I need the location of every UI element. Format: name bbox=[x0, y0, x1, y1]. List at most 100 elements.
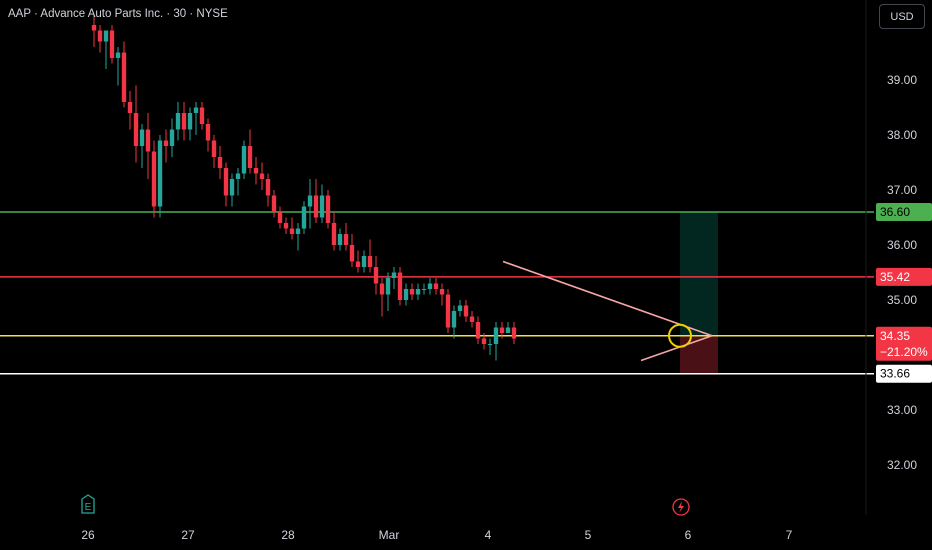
symbol-header: AAP · Advance Auto Parts Inc. · 30 · NYS… bbox=[8, 8, 228, 20]
candle-body bbox=[91, 25, 97, 31]
candle-body bbox=[325, 195, 331, 223]
price-tag-label: 34.35 bbox=[880, 329, 910, 343]
candle-body bbox=[121, 52, 127, 102]
candle-body bbox=[331, 223, 337, 245]
price-tag-label: 36.60 bbox=[880, 205, 910, 219]
candle-body bbox=[211, 140, 217, 157]
candle-body bbox=[157, 140, 163, 207]
candle-body bbox=[247, 146, 253, 168]
candle-body bbox=[97, 30, 103, 42]
price-tag[interactable] bbox=[876, 203, 932, 221]
highlight-circle[interactable] bbox=[668, 323, 692, 348]
candle-body bbox=[313, 195, 319, 218]
candle-body bbox=[385, 278, 391, 295]
price-tag-label: 33.66 bbox=[880, 367, 910, 381]
y-tick-label: 33.00 bbox=[887, 403, 917, 417]
lightning-icon[interactable] bbox=[672, 498, 690, 516]
candle-body bbox=[235, 173, 241, 179]
y-tick-label: 35.00 bbox=[887, 293, 917, 307]
candle-body bbox=[373, 267, 379, 284]
candle-body bbox=[367, 256, 373, 267]
candle-body bbox=[499, 327, 505, 333]
candle-body bbox=[163, 140, 169, 146]
position-stop-zone[interactable] bbox=[680, 212, 718, 336]
candle-body bbox=[445, 294, 451, 328]
position-target-zone[interactable] bbox=[680, 335, 718, 374]
x-tick-label: 6 bbox=[685, 528, 692, 542]
candle-body bbox=[427, 283, 433, 289]
triangle-upper-line[interactable] bbox=[502, 260, 713, 337]
x-tick-label: Mar bbox=[379, 528, 400, 542]
candle-body bbox=[493, 327, 499, 344]
candle-body bbox=[463, 305, 469, 317]
price-tag[interactable] bbox=[876, 364, 932, 383]
candle-body bbox=[295, 228, 301, 234]
candle-body bbox=[289, 228, 295, 234]
y-tick-label: 39.00 bbox=[887, 73, 917, 87]
candle-body bbox=[181, 113, 187, 130]
candle-body bbox=[481, 338, 487, 344]
y-tick-label: 37.00 bbox=[887, 183, 917, 197]
earnings-icon-letter: E bbox=[85, 502, 92, 513]
currency-button[interactable]: USD bbox=[879, 4, 925, 29]
x-tick-label: 26 bbox=[81, 528, 95, 542]
separator: · bbox=[163, 8, 174, 20]
price-tag[interactable] bbox=[876, 326, 932, 361]
candle-body bbox=[397, 272, 403, 300]
lightning-icon-bolt bbox=[678, 501, 684, 513]
candle-body bbox=[145, 129, 151, 152]
candle-body bbox=[205, 124, 211, 141]
candle-body bbox=[223, 168, 229, 196]
x-tick-label: 7 bbox=[786, 528, 793, 542]
price-tag[interactable] bbox=[876, 267, 932, 286]
candle-body bbox=[469, 316, 475, 322]
candle-body bbox=[391, 272, 397, 278]
candle-body bbox=[307, 195, 313, 207]
candle-body bbox=[415, 289, 421, 295]
candle-body bbox=[451, 311, 457, 328]
candle-body bbox=[265, 179, 271, 196]
candle-body bbox=[271, 195, 277, 212]
x-tick-label: 4 bbox=[485, 528, 492, 542]
candle-body bbox=[283, 223, 289, 229]
candle-body bbox=[457, 305, 463, 311]
candle-body bbox=[505, 327, 511, 333]
x-tick-label: 27 bbox=[181, 528, 195, 542]
candle-body bbox=[361, 256, 367, 267]
candle-body bbox=[409, 289, 415, 295]
x-tick-label: 28 bbox=[281, 528, 295, 542]
earnings-icon-shape bbox=[81, 494, 95, 514]
candle-body bbox=[217, 157, 223, 168]
candle-body bbox=[169, 129, 175, 146]
candle-body bbox=[343, 234, 349, 245]
candle-body bbox=[349, 245, 355, 262]
candle-body bbox=[253, 168, 259, 174]
candle-body bbox=[433, 283, 439, 289]
symbol-ticker: AAP bbox=[8, 8, 31, 20]
company-name: Advance Auto Parts Inc. bbox=[40, 8, 164, 20]
candle-body bbox=[187, 113, 193, 130]
candle-body bbox=[199, 107, 205, 124]
triangle-lower-line[interactable] bbox=[640, 334, 713, 362]
interval-label: 30 bbox=[173, 8, 187, 20]
candle-body bbox=[109, 30, 115, 58]
candle-body bbox=[127, 102, 133, 113]
candle-body bbox=[379, 283, 385, 295]
y-tick-label: 32.00 bbox=[887, 458, 917, 472]
candle-body bbox=[259, 173, 265, 179]
y-tick-label: 38.00 bbox=[887, 128, 917, 142]
candle-body bbox=[337, 234, 343, 245]
candle-body bbox=[133, 113, 139, 146]
candle-body bbox=[175, 113, 181, 130]
candle-body bbox=[103, 30, 109, 42]
price-tag-label: 35.42 bbox=[880, 270, 910, 284]
candle-body bbox=[229, 179, 235, 196]
candle-body bbox=[151, 151, 157, 207]
exchange-label: NYSE bbox=[196, 8, 228, 20]
earnings-icon[interactable]: E bbox=[81, 494, 95, 514]
candle-body bbox=[241, 146, 247, 174]
separator: · bbox=[30, 8, 41, 20]
candle-body bbox=[301, 206, 307, 229]
lightning-icon-ring bbox=[672, 498, 690, 516]
